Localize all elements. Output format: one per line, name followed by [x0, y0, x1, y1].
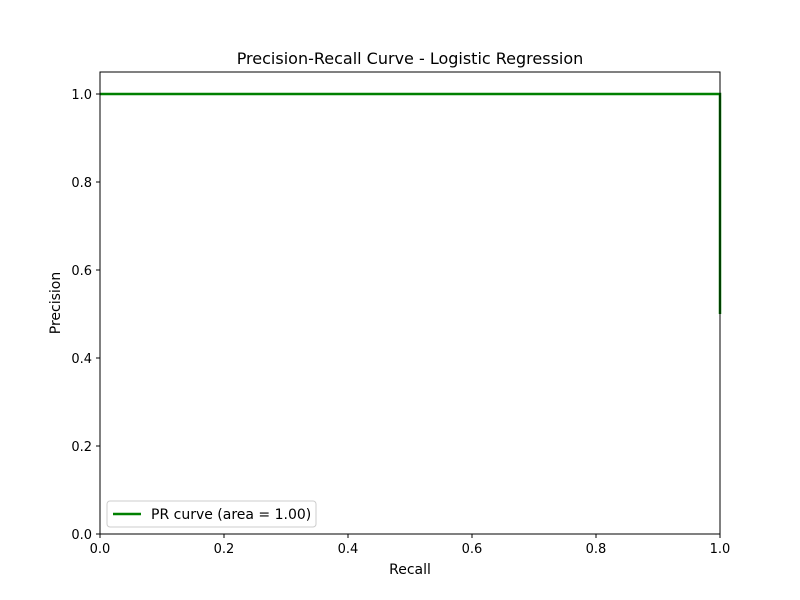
- y-tick-label: 0.8: [71, 176, 92, 191]
- y-tick-label: 0.4: [71, 352, 92, 367]
- x-tick-label: 0.8: [586, 542, 607, 557]
- y-tick-label: 0.6: [71, 264, 92, 279]
- y-tick-label: 1.0: [71, 88, 92, 103]
- y-tick-label: 0.0: [71, 528, 92, 543]
- x-axis-ticks: 0.0 0.2 0.4 0.6 0.8 1.0: [90, 534, 731, 557]
- x-tick-label: 0.2: [214, 542, 235, 557]
- plot-area: [99, 71, 722, 535]
- legend-box: [106, 500, 317, 528]
- x-tick-label: 0.0: [90, 542, 111, 557]
- y-axis-ticks: 0.0 0.2 0.4 0.6 0.8 1.0: [71, 88, 100, 543]
- x-tick-label: 0.4: [338, 542, 359, 557]
- axes-frame: [99, 71, 721, 535]
- x-tick-label: 1.0: [710, 542, 731, 557]
- y-axis-label: Precision: [48, 272, 64, 334]
- axes-background: [100, 72, 720, 534]
- legend: PR curve (area = 1.00): [106, 500, 317, 528]
- x-axis-label: Recall: [389, 562, 431, 578]
- chart-title: Precision-Recall Curve - Logistic Regres…: [237, 49, 584, 68]
- x-tick-label: 0.6: [462, 542, 483, 557]
- legend-label-pr-curve: PR curve (area = 1.00): [151, 507, 311, 523]
- y-tick-label: 0.2: [71, 440, 92, 455]
